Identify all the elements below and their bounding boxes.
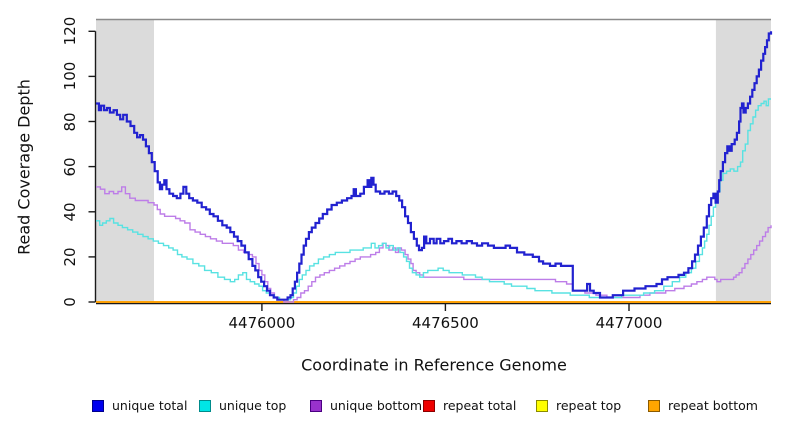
y-tick-label: 120 [61,16,79,46]
legend-label: unique total [112,398,188,413]
y-tick-label: 20 [61,247,79,267]
repeat-region-rect [96,20,154,302]
y-tick-label: 40 [61,202,79,222]
legend-item-unique-bottom: unique bottom [310,398,422,413]
y-tick-label: 0 [61,297,79,307]
legend-item-unique-top: unique top [199,398,286,413]
legend-swatch [423,400,435,412]
x-tick-label: 4477000 [595,314,663,332]
series-line-unique-total [96,31,773,301]
legend-item-repeat-top: repeat top [536,398,621,413]
legend-swatch [536,400,548,412]
legend-label: repeat top [556,398,622,413]
legend-item-repeat-total: repeat total [423,398,516,413]
x-tick-label: 4476000 [228,314,296,332]
y-tick-label: 80 [61,111,79,132]
legend-item-unique-total: unique total [92,398,187,413]
legend-label: repeat bottom [668,398,758,413]
y-tick-label: 100 [61,62,79,91]
series-line-unique-bottom [96,186,772,303]
legend-label: repeat total [443,398,517,413]
y-axis-title: Read Coverage Depth [14,79,34,255]
legend-swatch [648,400,660,412]
series-line-unique-top [96,98,771,301]
x-tick-label: 4476500 [411,314,479,332]
legend-label: unique bottom [330,398,423,413]
legend-label: unique top [219,398,287,413]
legend-swatch [310,400,322,412]
legend-item-repeat-bottom: repeat bottom [648,398,758,413]
x-axis-title: Coordinate in Reference Genome [301,355,567,375]
legend-swatch [199,400,211,412]
legend-swatch [92,400,104,412]
y-tick-label: 60 [61,157,79,177]
